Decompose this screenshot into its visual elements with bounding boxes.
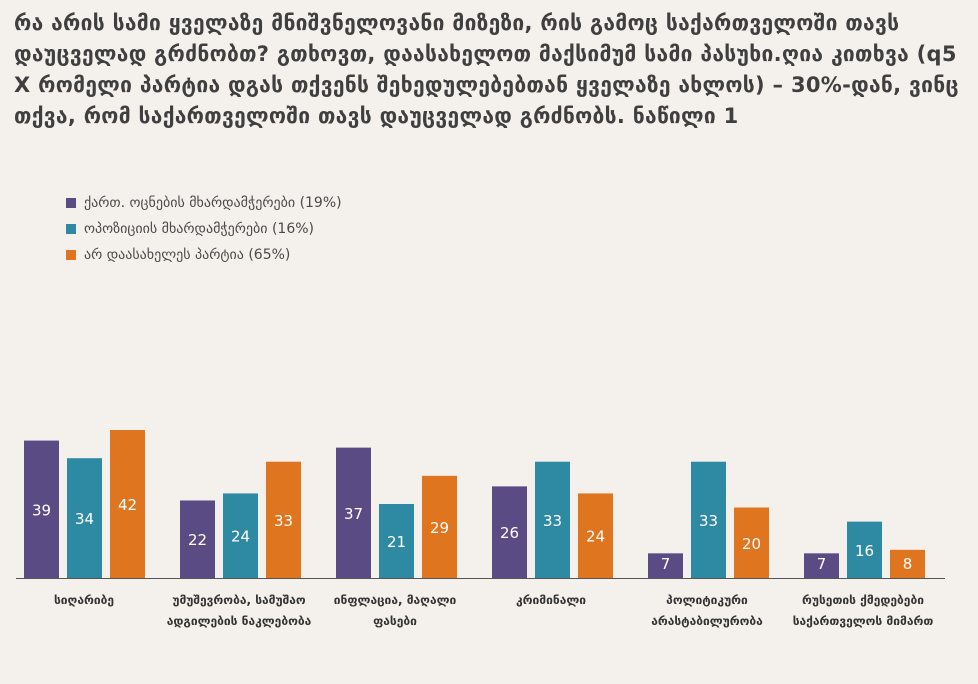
data-label-s3-c3: 24 [586, 528, 605, 546]
legend-swatch-series3 [66, 250, 76, 260]
data-label-s1-c5: 7 [817, 555, 827, 573]
legend-item-series2: ოპოზიციის მხარდამჭერები (16%) [66, 216, 342, 242]
legend-item-series3: არ დაასახელეს პარტია (65%) [66, 242, 342, 268]
category-label-0: სიღარიბე [53, 593, 115, 607]
category-label-3: კრიმინალი [515, 593, 586, 607]
data-label-s1-c4: 7 [661, 555, 671, 573]
data-label-s3-c0: 42 [118, 496, 137, 514]
bar-s3-c5 [890, 549, 925, 578]
legend-swatch-series2 [66, 224, 76, 234]
bar-s3-c2 [422, 475, 457, 578]
bar-s1-c1 [180, 500, 215, 578]
bar-s2-c5 [847, 521, 882, 578]
data-label-s1-c0: 39 [32, 501, 51, 519]
category-label-2: ინფლაცია, მაღალი ფასები [333, 593, 457, 628]
bar-s2-c0 [67, 458, 102, 578]
data-label-s3-c1: 33 [274, 512, 293, 530]
bar-s1-c3 [492, 486, 527, 578]
data-label-s1-c3: 26 [500, 524, 519, 542]
data-label-s2-c1: 24 [231, 528, 250, 546]
data-label-s2-c0: 34 [75, 510, 94, 528]
bar-s1-c4 [648, 553, 683, 578]
data-label-s2-c3: 33 [543, 512, 562, 530]
data-label-s2-c4: 33 [699, 512, 718, 530]
legend: ქართ. ოცნების მხარდამჭერები (19%) ოპოზიც… [66, 190, 342, 268]
bar-s3-c0 [110, 430, 145, 578]
category-label-5: რუსეთის ქმედებები საქართველოს მიმართ [792, 593, 934, 628]
data-label-s2-c5: 16 [855, 542, 874, 560]
bar-s1-c2 [336, 447, 371, 578]
bar-s3-c1 [266, 461, 301, 578]
category-label-1: უმუშევრობა, სამუშაო ადგილების ნაკლებობა [166, 593, 312, 628]
bar-s2-c4 [691, 461, 726, 578]
legend-label-series3: არ დაასახელეს პარტია (65%) [84, 247, 291, 263]
legend-swatch-series1 [66, 198, 76, 208]
data-label-s1-c1: 22 [188, 531, 207, 549]
category-label-4: პოლიტიკური არასტაბილურობა [651, 593, 763, 628]
bar-s3-c4 [734, 507, 769, 578]
data-label-s3-c5: 8 [903, 555, 913, 573]
data-label-s3-c4: 20 [742, 535, 761, 553]
bar-s1-c0 [24, 440, 59, 578]
bar-s1-c5 [804, 553, 839, 578]
data-label-s1-c2: 37 [344, 505, 363, 523]
bar-s3-c3 [578, 493, 613, 578]
data-label-s2-c2: 21 [387, 533, 406, 551]
data-label-s3-c2: 29 [430, 519, 449, 537]
bar-s2-c2 [379, 504, 414, 578]
legend-label-series2: ოპოზიციის მხარდამჭერები (16%) [84, 221, 315, 237]
legend-item-series1: ქართ. ოცნების მხარდამჭერები (19%) [66, 190, 342, 216]
legend-label-series1: ქართ. ოცნების მხარდამჭერები (19%) [84, 195, 342, 211]
bar-s2-c1 [223, 493, 258, 578]
bar-s2-c3 [535, 461, 570, 578]
chart-title: რა არის სამი ყველაზე მნიშვნელოვანი მიზეზ… [14, 11, 959, 128]
